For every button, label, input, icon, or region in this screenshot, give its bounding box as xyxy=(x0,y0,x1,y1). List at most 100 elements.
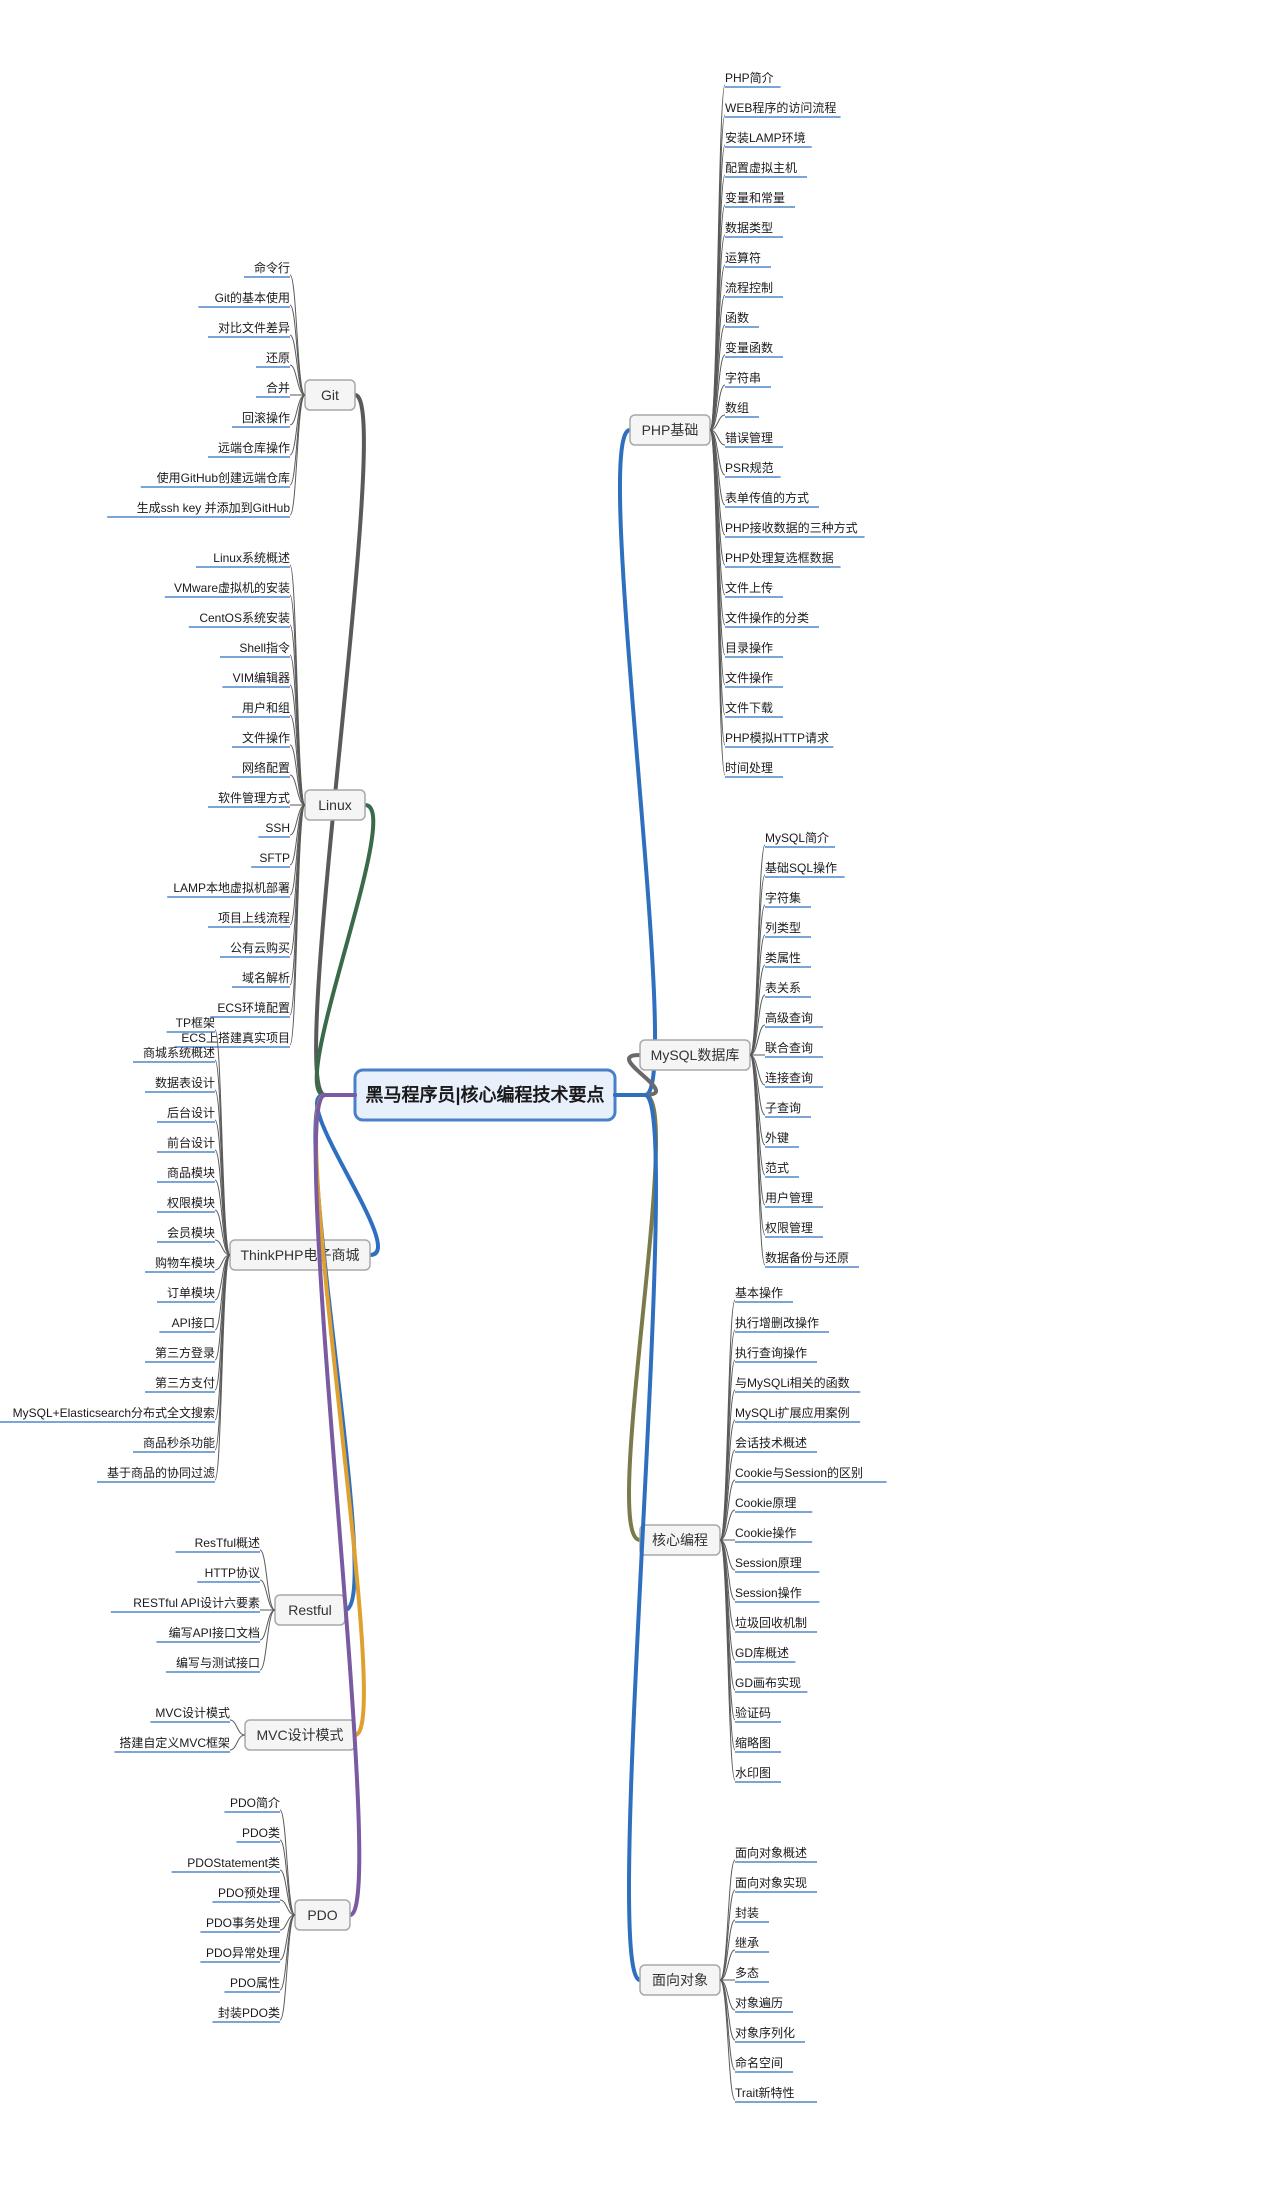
leaf-thinkphp-6-label: 权限模块 xyxy=(167,1196,215,1210)
mindmap-canvas: 黑马程序员|核心编程技术要点Git命令行Git的基本使用对比文件差异还原合并回滚… xyxy=(0,0,1270,2210)
leaf-mvc-0-label: MVC设计模式 xyxy=(155,1706,230,1720)
leaf-pdo-4-label: PDO事务处理 xyxy=(206,1915,280,1930)
leaf-oop-3-label: 继承 xyxy=(735,1936,759,1950)
leaf-thinkphp-8[interactable]: 购物车模块 xyxy=(145,1255,230,1272)
leaf-thinkphp-13[interactable]: MySQL+Elasticsearch分布式全文搜索 xyxy=(0,1255,230,1422)
leaf-linux-3[interactable]: Shell指令 xyxy=(220,640,305,805)
branch-thinkphp-label: ThinkPHP电子商城 xyxy=(240,1247,359,1263)
leaf-php-14-label: 表单传值的方式 xyxy=(725,490,809,505)
leaf-core-14-label: 验证码 xyxy=(735,1705,771,1720)
leaf-core-3[interactable]: 与MySQLi相关的函数 xyxy=(720,1375,860,1540)
leaf-oop-5[interactable]: 对象遍历 xyxy=(720,1980,793,2012)
branch-mysql[interactable]: MySQL数据库 xyxy=(640,1040,750,1070)
leaf-linux-1-label: VMware虚拟机的安装 xyxy=(174,580,290,595)
leaf-thinkphp-8-label: 购物车模块 xyxy=(155,1255,215,1270)
leaf-restful-4[interactable]: 编写与测试接口 xyxy=(166,1610,275,1672)
leaf-mysql-4-label: 类属性 xyxy=(765,951,801,965)
leaf-thinkphp-15-label: 基于商品的协同过滤 xyxy=(107,1465,215,1480)
leaf-mysql-7-label: 联合查询 xyxy=(765,1040,813,1055)
branch-oop-label: 面向对象 xyxy=(652,1972,708,1988)
leaf-php-17[interactable]: 文件上传 xyxy=(710,430,783,597)
leaf-git-1[interactable]: Git的基本使用 xyxy=(198,290,305,395)
leaf-core-8[interactable]: Cookie操作 xyxy=(720,1525,812,1542)
leaf-restful-2[interactable]: RESTful API设计六要素 xyxy=(111,1596,275,1612)
leaf-mysql-8[interactable]: 连接查询 xyxy=(750,1055,823,1087)
leaf-git-6-label: 远端仓库操作 xyxy=(218,440,290,455)
leaf-pdo-3[interactable]: PDO预处理 xyxy=(212,1886,295,1915)
branch-git[interactable]: Git xyxy=(305,380,355,410)
leaf-git-5[interactable]: 回滚操作 xyxy=(232,395,305,427)
leaf-mvc-1[interactable]: 搭建自定义MVC框架 xyxy=(114,1735,245,1752)
branch-mysql-label: MySQL数据库 xyxy=(651,1047,740,1063)
leaf-thinkphp-5-label: 商品模块 xyxy=(167,1165,215,1180)
branch-thinkphp[interactable]: ThinkPHP电子商城 xyxy=(230,1240,370,1270)
leaf-php-11[interactable]: 数组 xyxy=(710,400,759,430)
leaf-linux-15-label: ECS环境配置 xyxy=(217,1000,290,1015)
leaf-mysql-3-label: 列类型 xyxy=(765,921,801,935)
leaf-thinkphp-2-label: 数据表设计 xyxy=(155,1075,215,1090)
leaf-oop-8-label: Trait新特性 xyxy=(735,2085,795,2100)
leaf-mvc-0[interactable]: MVC设计模式 xyxy=(150,1706,245,1735)
leaf-php-22-label: PHP模拟HTTP请求 xyxy=(725,731,829,745)
leaf-oop-7-label: 命名空间 xyxy=(735,2055,783,2070)
leaf-restful-3[interactable]: 编写API接口文档 xyxy=(156,1610,275,1642)
branch-php-label: PHP基础 xyxy=(642,422,699,438)
leaf-linux-0-label: Linux系统概述 xyxy=(213,551,290,565)
leaf-oop-6[interactable]: 对象序列化 xyxy=(720,1980,805,2042)
leaf-linux-8-label: 软件管理方式 xyxy=(218,790,290,805)
center-node: 黑马程序员|核心编程技术要点 xyxy=(355,1070,615,1120)
leaf-linux-10-label: SFTP xyxy=(259,851,290,865)
leaf-thinkphp-14-label: 商品秒杀功能 xyxy=(143,1435,215,1450)
leaf-core-9[interactable]: Session原理 xyxy=(720,1540,819,1572)
leaf-git-4-label: 合并 xyxy=(266,380,290,395)
leaf-mysql-7[interactable]: 联合查询 xyxy=(750,1040,823,1057)
leaf-pdo-7[interactable]: 封装PDO类 xyxy=(212,1915,295,2022)
leaf-linux-8[interactable]: 软件管理方式 xyxy=(208,790,305,807)
branch-git-label: Git xyxy=(321,387,339,403)
leaf-thinkphp-7[interactable]: 会员模块 xyxy=(157,1226,230,1255)
branch-php[interactable]: PHP基础 xyxy=(630,415,710,445)
leaf-oop-1[interactable]: 面向对象实现 xyxy=(720,1875,817,1980)
leaf-linux-12[interactable]: 项目上线流程 xyxy=(208,805,305,927)
leaf-pdo-4[interactable]: PDO事务处理 xyxy=(200,1915,295,1932)
branch-linux[interactable]: Linux xyxy=(305,790,365,820)
leaf-git-2[interactable]: 对比文件差异 xyxy=(208,320,305,395)
leaf-linux-9[interactable]: SSH xyxy=(258,805,305,837)
leaf-pdo-2-label: PDOStatement类 xyxy=(187,1856,280,1870)
leaf-mysql-14-label: 数据备份与还原 xyxy=(765,1250,849,1265)
leaf-core-7-label: Cookie原理 xyxy=(735,1496,796,1510)
leaf-mysql-9[interactable]: 子查询 xyxy=(750,1055,811,1117)
leaf-thinkphp-0-label: TP框架 xyxy=(176,1016,215,1030)
leaf-core-5[interactable]: 会话技术概述 xyxy=(720,1436,817,1540)
leaf-mysql-4[interactable]: 类属性 xyxy=(750,951,811,1055)
leaf-thinkphp-11-label: 第三方登录 xyxy=(155,1345,215,1360)
leaf-php-1-label: WEB程序的访问流程 xyxy=(725,100,836,115)
branch-pdo[interactable]: PDO xyxy=(295,1900,350,1930)
leaf-php-3-label: 配置虚拟主机 xyxy=(725,161,797,175)
connector-core xyxy=(615,1095,656,1540)
leaf-php-6-label: 运算符 xyxy=(725,250,761,265)
branch-oop[interactable]: 面向对象 xyxy=(640,1965,720,1995)
branch-core[interactable]: 核心编程 xyxy=(640,1525,720,1555)
leaf-restful-0-label: ResTful概述 xyxy=(195,1536,260,1550)
leaf-php-15-label: PHP接收数据的三种方式 xyxy=(725,520,858,535)
leaf-git-7-label: 使用GitHub创建远端仓库 xyxy=(157,470,290,485)
leaf-php-12[interactable]: 错误管理 xyxy=(710,430,783,447)
leaf-restful-2-label: RESTful API设计六要素 xyxy=(133,1596,260,1610)
leaf-oop-5-label: 对象遍历 xyxy=(735,1996,783,2010)
leaf-core-10[interactable]: Session操作 xyxy=(720,1540,819,1602)
branch-mvc[interactable]: MVC设计模式 xyxy=(245,1720,355,1750)
leaf-git-6[interactable]: 远端仓库操作 xyxy=(208,395,305,457)
leaf-thinkphp-13-label: MySQL+Elasticsearch分布式全文搜索 xyxy=(13,1405,215,1420)
leaf-php-21-label: 文件下载 xyxy=(725,700,773,715)
leaf-pdo-7-label: 封装PDO类 xyxy=(218,2006,280,2020)
leaf-php-2[interactable]: 安装LAMP环境 xyxy=(710,130,812,430)
leaf-php-15[interactable]: PHP接收数据的三种方式 xyxy=(710,430,865,537)
leaf-core-15-label: 缩略图 xyxy=(735,1735,771,1750)
leaf-php-11-label: 数组 xyxy=(725,400,749,415)
branch-restful[interactable]: Restful xyxy=(275,1595,345,1625)
leaf-thinkphp-11[interactable]: 第三方登录 xyxy=(145,1255,230,1362)
leaf-core-13-label: GD画布实现 xyxy=(735,1675,801,1690)
leaf-mysql-13-label: 权限管理 xyxy=(765,1220,813,1235)
leaf-core-5-label: 会话技术概述 xyxy=(735,1436,807,1450)
